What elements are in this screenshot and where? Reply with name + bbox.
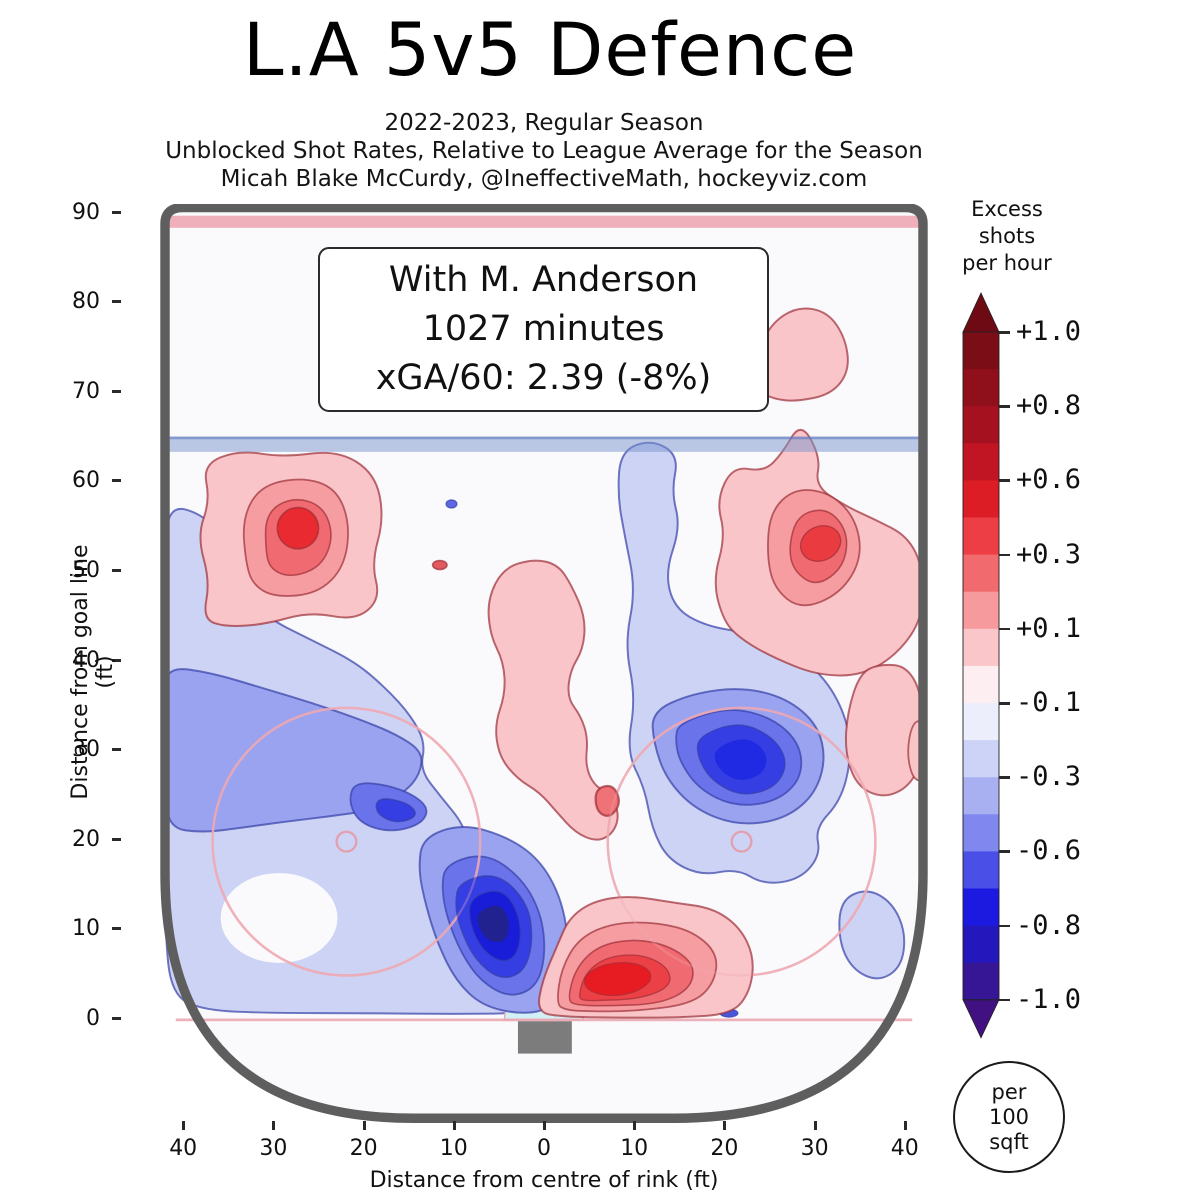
hot-dot-high-slot — [431, 559, 448, 571]
chart-title: L.A 5v5 Defence — [242, 8, 858, 93]
chart-subtitle-credit: Micah Blake McCurdy, @IneffectiveMath, h… — [220, 166, 868, 192]
colorbar-tick-label: -0.1 — [999, 688, 1106, 718]
faceoff-circle-left-overlay — [211, 706, 482, 977]
colorbar-tick-label: +0.6 — [999, 465, 1106, 495]
y-tick-label: 50 — [20, 558, 121, 584]
x-tick-label: 30 — [243, 1121, 303, 1162]
hot-column-centre-slot — [487, 559, 619, 841]
badge-line1: per — [991, 1079, 1027, 1104]
colorbar-title-line1: Excess — [971, 197, 1043, 221]
cold-left-mid-core4 — [375, 798, 416, 823]
blue-line-edge — [165, 436, 923, 440]
colorbar-segment — [963, 665, 999, 704]
colorbar-segment — [963, 369, 999, 407]
x-tick-label: 0 — [514, 1121, 574, 1162]
badge-line2: 100 — [988, 1104, 1030, 1129]
colorbar-tick-label: +0.1 — [999, 613, 1106, 644]
y-tick-label: 70 — [20, 379, 121, 405]
colorbar-tick-label: -0.6 — [999, 836, 1106, 866]
y-tick-label: 0 — [20, 1006, 121, 1032]
goal-net — [517, 1021, 572, 1054]
y-axis-label: Distance from goal line (ft) — [68, 544, 118, 800]
colorbar-segment — [963, 628, 999, 667]
rink-heatmap — [160, 204, 928, 1123]
faceoff-dot-right — [730, 830, 753, 853]
colorbar-segment — [963, 406, 999, 444]
annotation-box: With M. Anderson 1027 minutes xGA/60: 2.… — [318, 247, 769, 412]
colorbar — [962, 292, 1000, 1039]
y-tick-label: 20 — [20, 827, 121, 853]
y-tick-label: 80 — [20, 289, 121, 315]
colorbar-tick-label: -1.0 — [999, 984, 1106, 1015]
colorbar-segment — [963, 591, 999, 630]
faceoff-dot-left — [335, 830, 358, 853]
colorbar-segment — [963, 777, 999, 815]
colorbar-segment — [963, 814, 999, 852]
x-axis-label: Distance from centre of rink (ft) — [369, 1168, 719, 1193]
hot-region-right-wall-tail — [844, 663, 924, 797]
ice-white-patch — [220, 873, 338, 963]
colorbar-tick-label: +0.8 — [999, 391, 1106, 421]
y-tick-label: 30 — [20, 737, 121, 763]
y-tick-label: 40 — [20, 648, 121, 674]
colorbar-segment — [963, 480, 999, 518]
x-tick-label: 10 — [604, 1121, 664, 1162]
chart-subtitle-season: 2022-2023, Regular Season — [384, 110, 704, 136]
x-tick-label: 40 — [153, 1121, 213, 1162]
centre-line — [165, 215, 923, 228]
colorbar-segment — [963, 962, 999, 1001]
per-100-sqft-badge: per 100 sqft — [953, 1061, 1065, 1173]
colorbar-tick-label: +1.0 — [999, 317, 1106, 347]
colorbar-segment — [963, 554, 999, 593]
annotation-player: With M. Anderson — [388, 260, 699, 300]
annotation-xga: xGA/60: 2.39 (-8%) — [375, 358, 712, 398]
colorbar-arrow-up — [962, 292, 1000, 333]
chart-subtitle-metric: Unblocked Shot Rates, Relative to League… — [165, 138, 923, 164]
colorbar-segment — [963, 517, 999, 555]
colorbar-segment — [963, 851, 999, 889]
y-tick-label: 10 — [20, 916, 121, 942]
y-tick-label: 90 — [20, 200, 121, 226]
x-tick-label: 40 — [875, 1121, 935, 1162]
cold-dot-high-slot — [445, 499, 458, 509]
colorbar-segment — [963, 888, 999, 926]
hot-inner-slot-diamond — [594, 784, 620, 817]
y-tick-label: 60 — [20, 468, 121, 494]
x-tick-label: 20 — [334, 1121, 394, 1162]
colorbar-segment — [963, 740, 999, 778]
colorbar-segment — [963, 925, 999, 964]
colorbar-segment — [963, 443, 999, 481]
colorbar-tick-label: -0.3 — [999, 762, 1106, 792]
colorbar-tick-label: -0.8 — [999, 910, 1106, 941]
colorbar-outline — [962, 331, 1000, 1001]
blue-line — [165, 436, 923, 452]
badge-line3: sqft — [989, 1129, 1029, 1154]
colorbar-segment — [963, 332, 999, 370]
boards — [160, 204, 928, 1123]
colorbar-tick-label: +0.3 — [999, 539, 1106, 570]
colorbar-title-line2: shots — [978, 224, 1036, 248]
hot-crease-right-core — [584, 962, 652, 997]
cold-right-stack-core — [714, 739, 767, 780]
faceoff-circle-right-overlay — [606, 706, 877, 977]
faceoff-circle-left — [211, 706, 482, 977]
hot-right-point-core — [799, 525, 842, 562]
x-tick-label: 30 — [785, 1121, 845, 1162]
x-tick-label: 20 — [694, 1121, 754, 1162]
colorbar-segment — [963, 703, 999, 741]
x-tick-label: 10 — [424, 1121, 484, 1162]
hot-left-point-core — [276, 506, 320, 550]
colorbar-arrow-down — [962, 999, 1000, 1039]
cold-bottom-stack-core — [477, 905, 509, 943]
annotation-minutes: 1027 minutes — [422, 309, 665, 349]
colorbar-title-line3: per hour — [962, 251, 1052, 275]
